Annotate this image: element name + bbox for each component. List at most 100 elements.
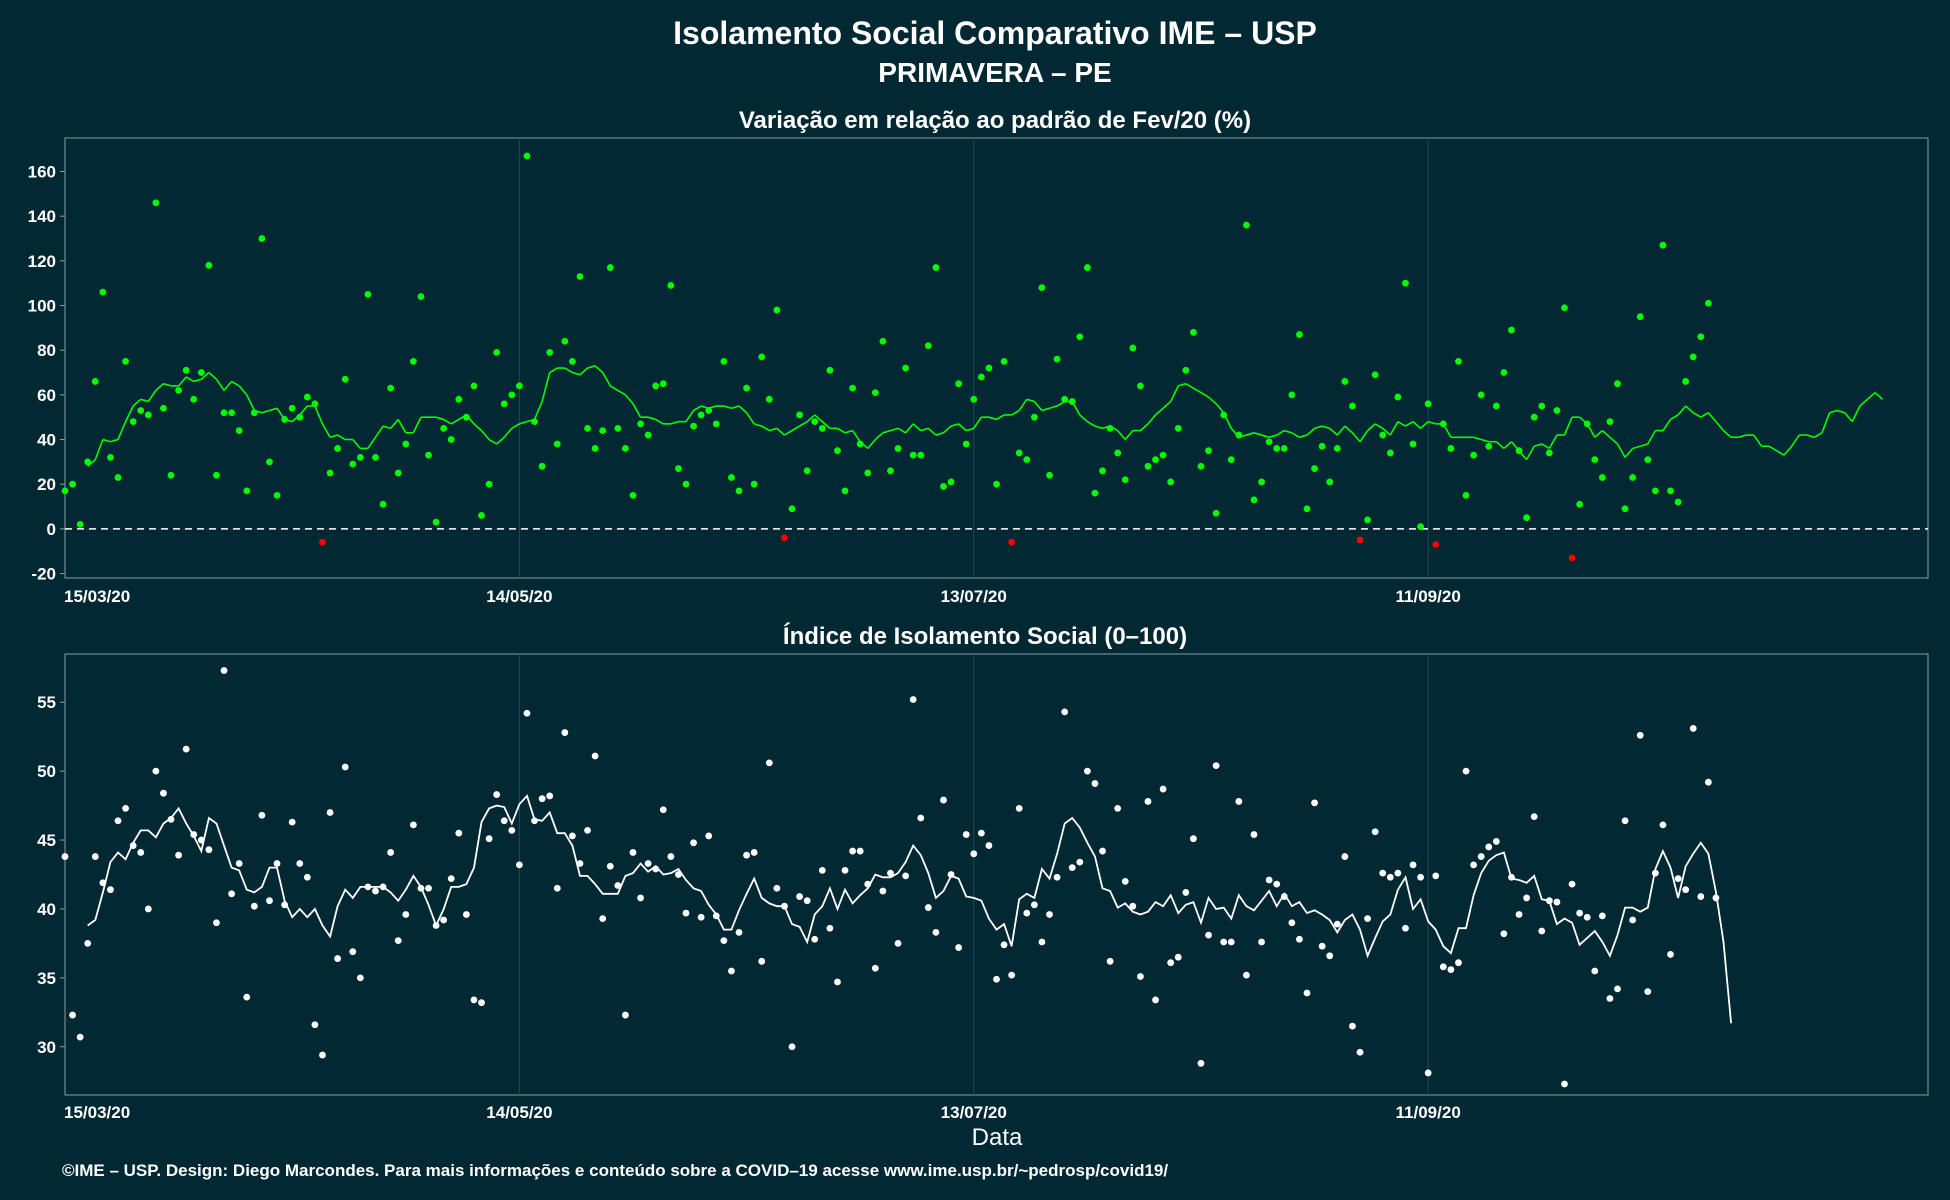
y-tick-label: 0 (47, 520, 56, 539)
y-tick-label: 100 (28, 297, 56, 316)
trend-segment (1261, 434, 1270, 439)
data-point (614, 882, 622, 889)
data-point (917, 814, 925, 822)
trend-segment (1169, 385, 1179, 402)
trend-segment (1427, 420, 1436, 425)
data-point (1205, 447, 1212, 455)
data-point (409, 357, 417, 365)
data-point (743, 384, 750, 392)
data-point (1250, 831, 1258, 838)
trend-segment (1155, 407, 1164, 416)
data-point (1144, 462, 1152, 470)
data-point (228, 409, 236, 417)
data-point (1023, 456, 1031, 464)
trend-segment (1344, 425, 1353, 434)
data-point (311, 1021, 319, 1029)
data-point (387, 849, 395, 856)
y-tick-label: 40 (37, 431, 56, 450)
data-point (1364, 915, 1371, 922)
data-point (319, 1051, 326, 1059)
data-point (864, 880, 872, 888)
trend-segment (1722, 429, 1732, 438)
data-point (1121, 877, 1129, 885)
data-point (243, 993, 251, 1001)
data-point (1667, 487, 1674, 495)
trend-segment (541, 372, 551, 402)
data-point (1402, 279, 1409, 287)
data-point (91, 378, 99, 385)
data-point (129, 842, 137, 849)
trend-segment (670, 420, 679, 425)
trend-segment (1738, 434, 1747, 439)
trend-segment (1609, 436, 1619, 445)
data-point (417, 884, 425, 892)
trend-segment (1813, 432, 1823, 438)
x-tick-label: 11/09/20 (1396, 587, 1461, 606)
data-point (1243, 971, 1250, 979)
trend-segment (1382, 427, 1391, 436)
data-point (1568, 880, 1576, 888)
trend-segment (1594, 429, 1603, 438)
trend-segment (1192, 387, 1202, 394)
trend-segment (837, 427, 846, 434)
trend-segment (1268, 434, 1277, 439)
data-point (84, 458, 92, 466)
data-point (243, 487, 251, 495)
trend-segment (397, 419, 407, 434)
data-point (728, 967, 735, 975)
data-point (788, 1043, 796, 1051)
data-point (841, 487, 849, 495)
data-point (1326, 478, 1334, 486)
data-point (1583, 913, 1591, 921)
trend-segment (1200, 391, 1209, 398)
data-point (1674, 875, 1682, 883)
data-point (1046, 911, 1053, 918)
data-point (1258, 478, 1265, 486)
data-point (1046, 471, 1053, 479)
data-point (924, 904, 932, 911)
data-point (940, 483, 947, 490)
trend-segment (269, 407, 278, 412)
trend-segment (1178, 382, 1187, 387)
trend-segment (1533, 443, 1542, 447)
data-point (394, 937, 402, 945)
data-point (447, 436, 455, 443)
y-tick-label: 60 (37, 386, 56, 405)
data-point (1280, 893, 1288, 900)
trend-segment (609, 385, 619, 392)
trend-segment (1639, 443, 1649, 447)
trend-segment (1707, 412, 1717, 423)
trend-segment (814, 414, 823, 423)
data-point (432, 518, 440, 526)
data-point (1250, 496, 1258, 504)
trend-segment (1503, 441, 1513, 450)
trend-segment (942, 425, 952, 434)
data-point (1424, 1069, 1432, 1077)
trend-segment (1018, 398, 1028, 411)
data-point (1523, 514, 1531, 522)
data-point (197, 369, 205, 376)
data-point (1409, 861, 1417, 869)
trend-segment (223, 380, 233, 391)
trend-segment (996, 414, 1005, 421)
data-point (606, 264, 614, 271)
trend-segment (564, 367, 573, 374)
data-point (175, 386, 182, 394)
data-point (705, 832, 713, 840)
data-point (826, 366, 834, 374)
data-point (947, 871, 955, 878)
x-tick-label: 15/03/20 (64, 1103, 130, 1122)
data-point (750, 849, 758, 856)
footer-credit: ©IME – USP. Design: Diego Marcondes. Par… (62, 1161, 1168, 1180)
data-point (811, 935, 819, 943)
data-point (1000, 357, 1008, 365)
data-point (114, 474, 122, 481)
y-tick-label: 80 (37, 341, 56, 360)
data-point (1651, 869, 1659, 877)
panel-1-title: Variação em relação ao padrão de Fev/20 … (739, 107, 1251, 134)
trend-segment (1321, 425, 1330, 430)
data-point (546, 792, 554, 800)
data-point (235, 427, 243, 434)
data-point (682, 909, 690, 917)
